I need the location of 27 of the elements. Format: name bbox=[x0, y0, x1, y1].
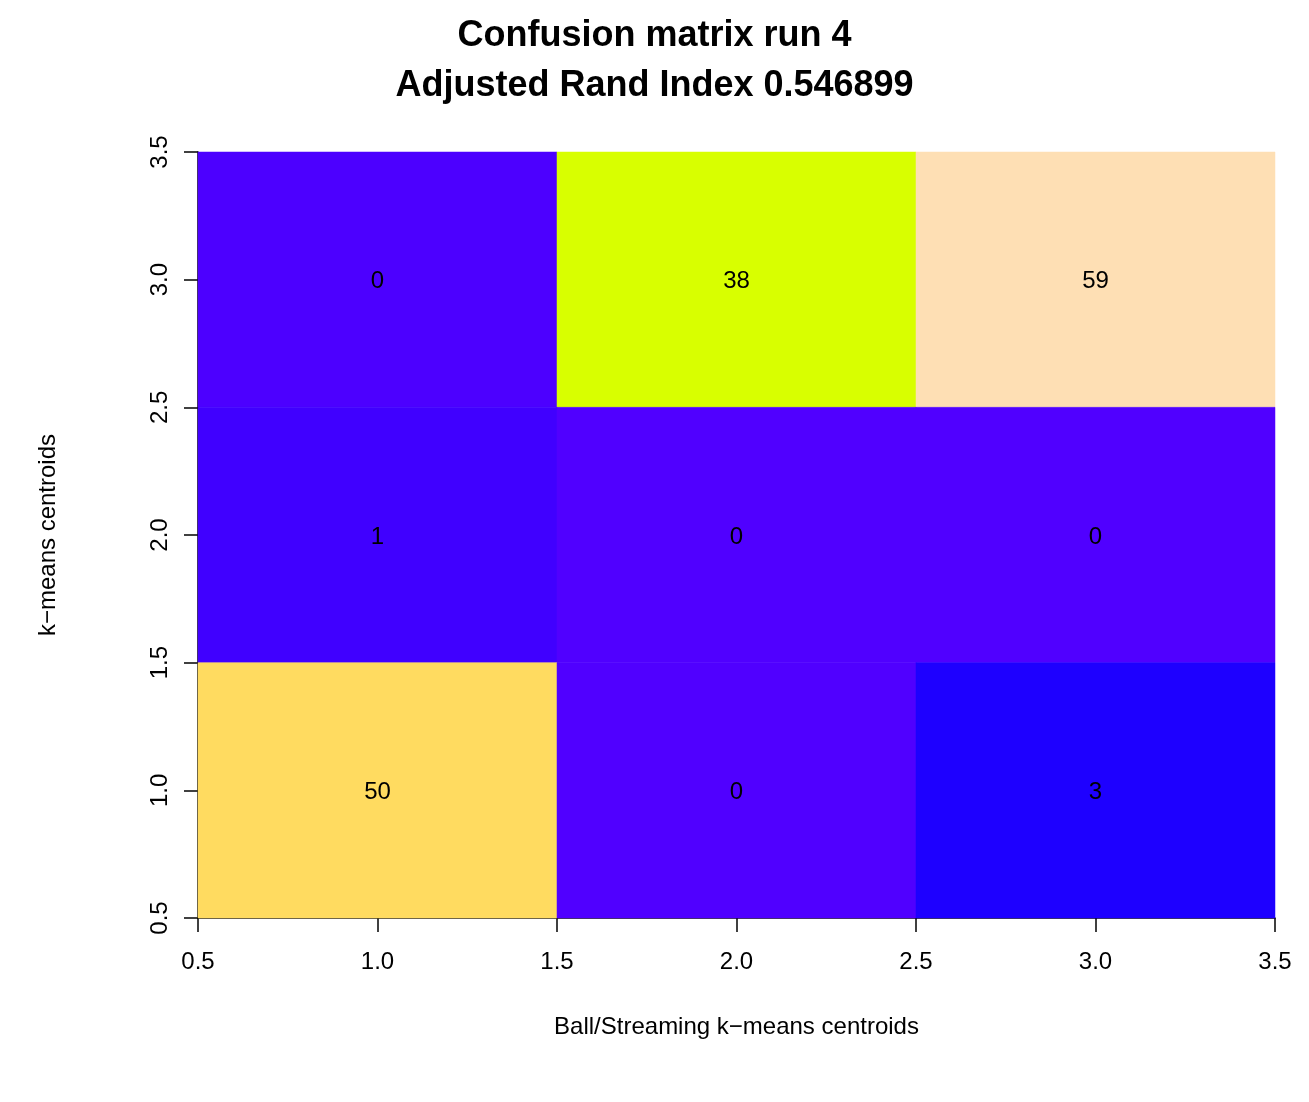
y-tick-label: 0.5 bbox=[144, 901, 172, 935]
x-tick-label: 1.5 bbox=[540, 946, 574, 974]
y-axis-title: k−means centroids bbox=[32, 433, 60, 637]
x-tick-label: 1.0 bbox=[360, 946, 395, 974]
data-label: 0 bbox=[729, 521, 744, 549]
data-label: 0 bbox=[1088, 521, 1103, 549]
data-label: 1 bbox=[370, 521, 385, 549]
x-tick-label: 2.5 bbox=[899, 946, 933, 974]
y-tick-label: 2.5 bbox=[144, 390, 172, 425]
data-label: 0 bbox=[370, 266, 385, 294]
data-label: 50 bbox=[364, 776, 391, 804]
x-tick-label: 3.5 bbox=[1258, 946, 1292, 974]
data-label: 59 bbox=[1082, 266, 1109, 294]
data-label: 38 bbox=[723, 266, 750, 294]
data-label: 3 bbox=[1088, 776, 1103, 804]
y-tick-label: 3.0 bbox=[144, 262, 172, 297]
chart-title: Confusion matrix run 4 bbox=[457, 12, 852, 54]
x-tick-label: 3.0 bbox=[1078, 946, 1113, 974]
data-label: 0 bbox=[729, 776, 744, 804]
y-tick-label: 1.5 bbox=[144, 645, 172, 680]
x-tick-label: 2.0 bbox=[719, 946, 754, 974]
chart-subtitle: Adjusted Rand Index 0.546899 bbox=[395, 62, 914, 104]
x-tick-label: 0.5 bbox=[181, 946, 215, 974]
x-axis-title: Ball/Streaming k−means centroids bbox=[554, 1011, 919, 1039]
y-tick-label: 3.5 bbox=[144, 135, 172, 169]
y-tick-label: 2.0 bbox=[144, 518, 172, 552]
y-tick-label: 1.0 bbox=[144, 773, 172, 808]
